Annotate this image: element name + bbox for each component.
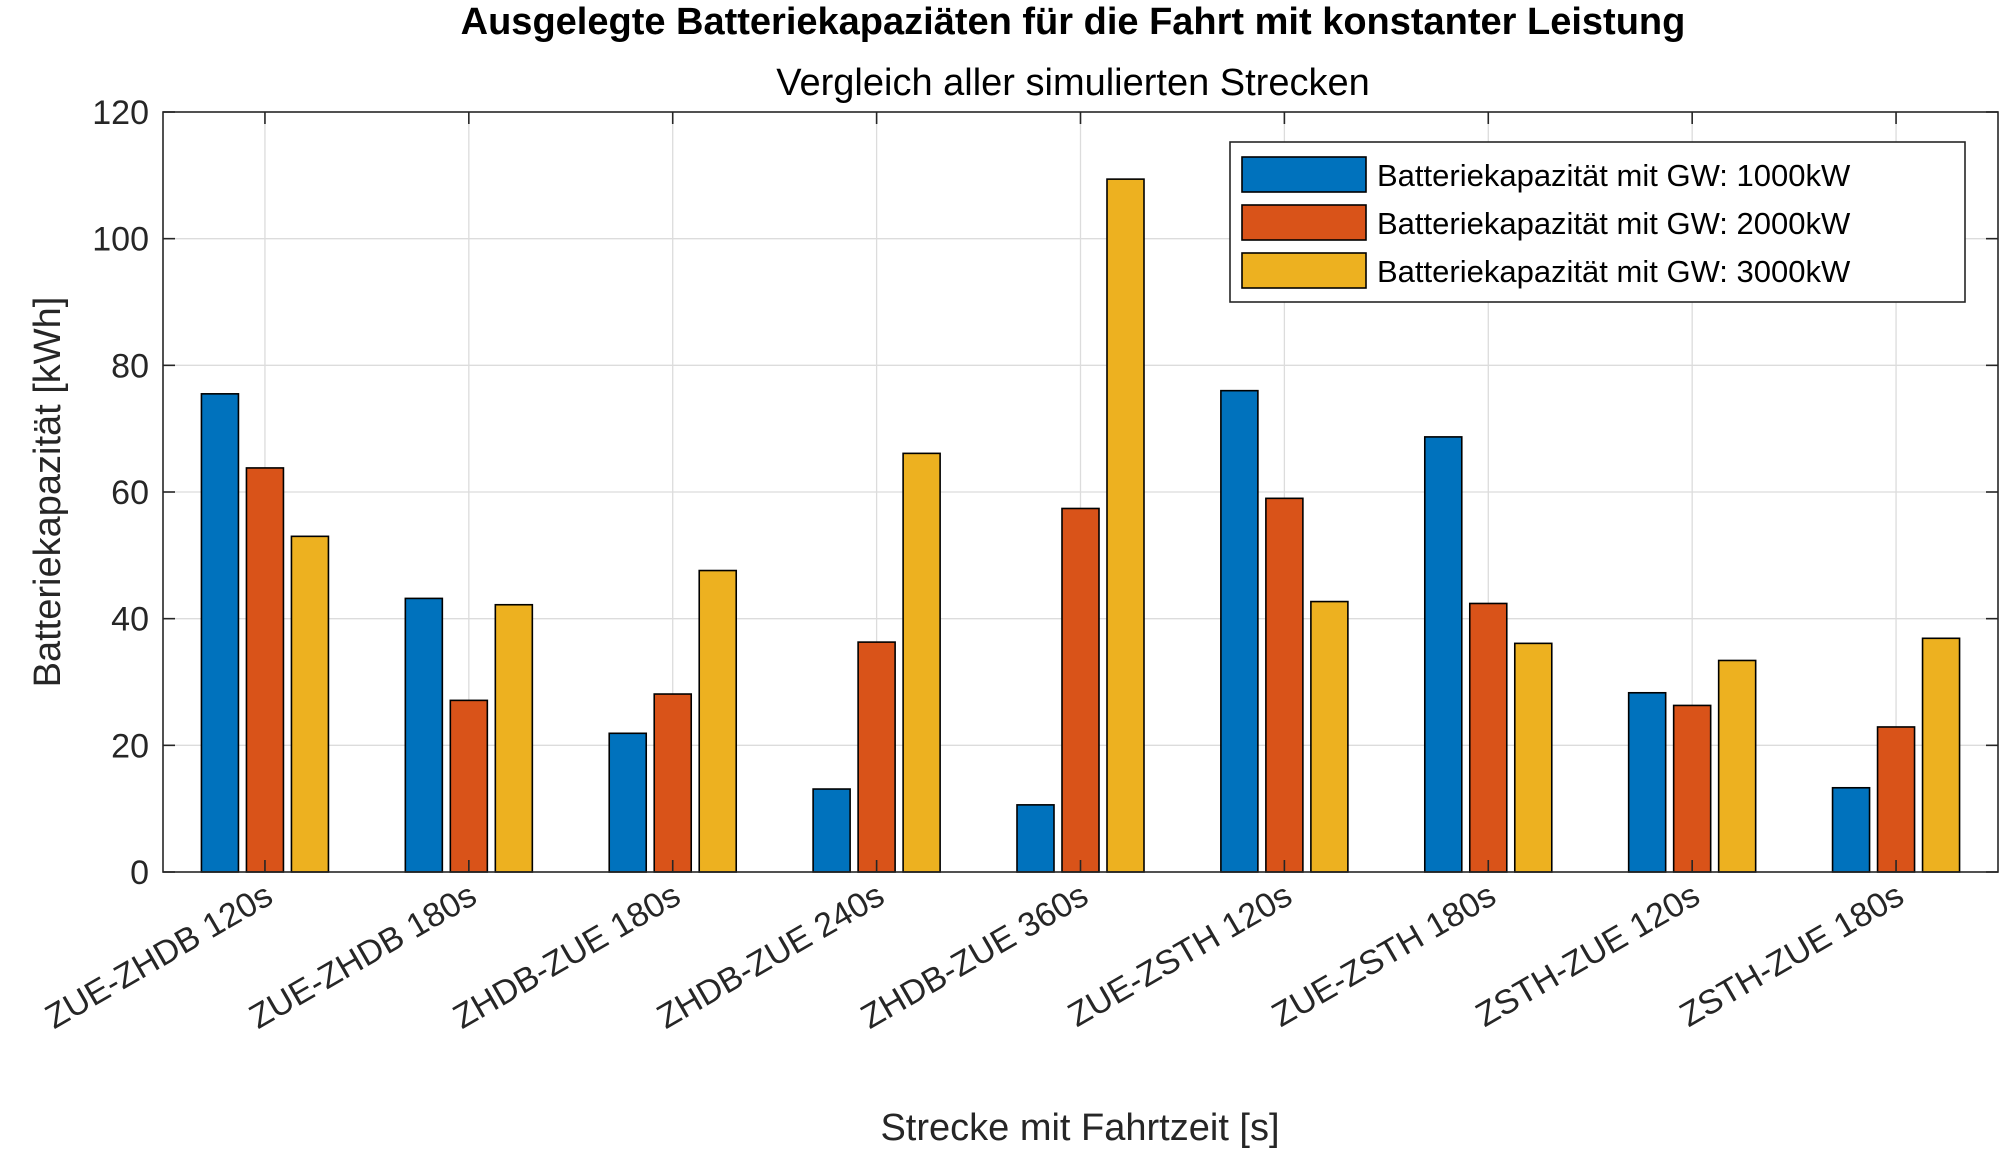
bar-series-2 [449, 699, 489, 873]
bar-series-3 [698, 569, 738, 873]
bar-series-1 [1423, 436, 1463, 873]
x-tick-label: ZHDB-ZUE 240s [651, 876, 891, 1036]
bar-series-1 [200, 393, 240, 873]
y-axis-label: Batteriekapazität [kWh] [27, 297, 69, 688]
bar-series-1 [1831, 786, 1871, 873]
bar-series-1 [1016, 804, 1055, 873]
legend-swatch [1241, 204, 1367, 241]
y-tick-label: 20 [111, 727, 149, 765]
legend-label: Batteriekapazität mit GW: 1000kW [1377, 158, 1851, 193]
bar-series-2 [857, 641, 896, 873]
bar-series-3 [1106, 178, 1145, 873]
y-tick-label: 120 [92, 94, 149, 132]
bar-series-2 [1265, 497, 1304, 873]
y-tick-label: 40 [111, 601, 149, 639]
x-tick-label: ZUE-ZSTH 180s [1266, 876, 1503, 1035]
bar-series-1 [608, 732, 648, 873]
bar-series-2 [653, 693, 693, 873]
x-tick-label: ZUE-ZSTH 120s [1062, 876, 1299, 1035]
bar-series-2 [1468, 602, 1508, 873]
bar-series-1 [1220, 389, 1259, 873]
bar-series-3 [290, 535, 330, 873]
bar-series-1 [812, 788, 851, 873]
bar-series-3 [902, 452, 941, 873]
bar-series-2 [245, 467, 285, 873]
bar-series-1 [1627, 691, 1667, 873]
bar-series-2 [1061, 507, 1100, 873]
chart-title: Ausgelegte Batteriekapaziäten für die Fa… [461, 1, 1686, 43]
legend-swatch [1241, 156, 1367, 193]
x-tick-label: ZUE-ZHDB 120s [39, 876, 279, 1036]
y-tick-label: 100 [92, 221, 149, 259]
bars [200, 178, 1961, 873]
bar-series-3 [1921, 637, 1961, 873]
tick-marks [163, 111, 1998, 873]
bar-series-3 [1310, 600, 1349, 873]
y-tick-label: 0 [130, 854, 149, 892]
legend-swatch [1241, 252, 1367, 289]
legend-label: Batteriekapazität mit GW: 2000kW [1377, 206, 1851, 241]
y-tick-label: 60 [111, 474, 149, 512]
bar-series-3 [1717, 659, 1757, 873]
x-tick-label: ZUE-ZHDB 180s [243, 876, 483, 1036]
bar-series-1 [404, 597, 444, 873]
x-axis-label: Strecke mit Fahrtzeit [s] [880, 1107, 1279, 1149]
y-tick-labels: 0 20 40 60 80 100 120 [92, 94, 149, 892]
legend-label: Batteriekapazität mit GW: 3000kW [1377, 254, 1851, 289]
chart-subtitle: Vergleich aller simulierten Strecken [776, 62, 1370, 104]
x-tick-label: ZSTH-ZUE 120s [1470, 876, 1707, 1035]
x-tick-label: ZHDB-ZUE 360s [855, 876, 1095, 1036]
bar-series-3 [1513, 642, 1553, 873]
bar-series-2 [1672, 704, 1712, 873]
bar-series-3 [494, 603, 534, 873]
x-tick-label: ZSTH-ZUE 180s [1673, 876, 1910, 1035]
x-tick-label: ZHDB-ZUE 180s [447, 876, 687, 1036]
y-tick-label: 80 [111, 347, 149, 385]
bar-series-2 [1876, 726, 1916, 873]
legend: Batteriekapazität mit GW: 1000kW Batterie… [1229, 141, 1966, 303]
